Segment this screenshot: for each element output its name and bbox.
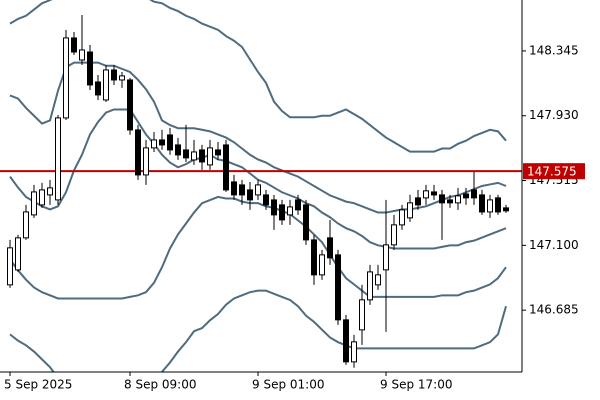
candle-body xyxy=(463,193,469,199)
candle-body xyxy=(487,199,493,213)
candle-body xyxy=(143,147,149,176)
candle-body xyxy=(335,254,341,321)
candle-body xyxy=(327,237,333,259)
candle-body xyxy=(207,147,213,166)
candle-body xyxy=(431,191,437,196)
price-label-box xyxy=(523,163,585,180)
candle-body xyxy=(31,191,37,216)
candle-body xyxy=(159,139,165,146)
y-tick-label: 147.100 xyxy=(529,238,579,252)
candle-body xyxy=(351,341,357,363)
candle-body xyxy=(359,299,365,331)
candle-body xyxy=(191,151,197,161)
x-tick-label: 8 Sep 09:00 xyxy=(124,378,196,392)
candle-body xyxy=(95,81,101,96)
candle-body xyxy=(215,149,221,156)
band-line xyxy=(9,195,507,300)
candle-body xyxy=(471,189,477,199)
y-tick-label: 146.685 xyxy=(529,303,579,317)
candle-body xyxy=(263,194,269,206)
candle-body xyxy=(295,199,301,211)
y-tick-label: 147.930 xyxy=(529,108,579,122)
candle-body xyxy=(71,37,77,53)
candle-body xyxy=(415,197,421,206)
candle-body xyxy=(407,202,413,219)
candle-body xyxy=(311,239,317,276)
candle-body xyxy=(343,319,349,363)
candle-body xyxy=(47,187,53,196)
candle-body xyxy=(223,144,229,191)
candle-body xyxy=(111,69,117,81)
candle-body xyxy=(119,75,125,81)
candle-body xyxy=(375,274,381,286)
candle-body xyxy=(383,244,389,271)
candle-body xyxy=(479,194,485,213)
candle-body xyxy=(391,224,397,246)
candle-body xyxy=(103,69,109,101)
candle-body xyxy=(287,206,293,216)
price-label: 147.575 xyxy=(527,165,577,179)
x-tick-label: 9 Sep 01:00 xyxy=(252,378,324,392)
candle-body xyxy=(303,204,309,241)
candle-body xyxy=(7,247,13,286)
candle-body xyxy=(255,184,261,196)
candle-body xyxy=(239,184,245,196)
candle-body xyxy=(55,117,61,201)
candle-body xyxy=(23,211,29,239)
candle-body xyxy=(183,149,189,159)
candle-body xyxy=(175,144,181,156)
candle-body xyxy=(399,209,405,226)
candle-body xyxy=(167,134,173,151)
candle-body xyxy=(135,129,141,176)
candle-body xyxy=(79,49,85,61)
candle-body xyxy=(503,207,509,212)
candle-body xyxy=(447,199,453,204)
candle-body xyxy=(199,149,205,163)
plot-area xyxy=(0,0,522,372)
candle-body xyxy=(367,271,373,301)
candle-body xyxy=(39,189,45,206)
candle-body xyxy=(319,254,325,276)
candle-body xyxy=(63,37,69,119)
candle-body xyxy=(87,51,93,86)
candle-body xyxy=(151,139,157,149)
band-line xyxy=(9,0,507,153)
candle-body xyxy=(439,194,445,204)
band-line xyxy=(9,289,507,372)
candle-body xyxy=(247,189,253,201)
candle-body xyxy=(15,237,21,271)
x-tick-label: 9 Sep 17:00 xyxy=(380,378,452,392)
candle-body xyxy=(495,197,501,213)
y-tick-label: 148.345 xyxy=(529,43,579,57)
candle-body xyxy=(455,195,461,204)
x-tick-label: 5 Sep 2025 xyxy=(4,378,72,392)
candle-body xyxy=(279,204,285,221)
band-line xyxy=(9,108,507,250)
candle-body xyxy=(127,79,133,131)
candle-body xyxy=(231,181,237,196)
candle-body xyxy=(271,199,277,216)
candle-body xyxy=(423,190,429,199)
